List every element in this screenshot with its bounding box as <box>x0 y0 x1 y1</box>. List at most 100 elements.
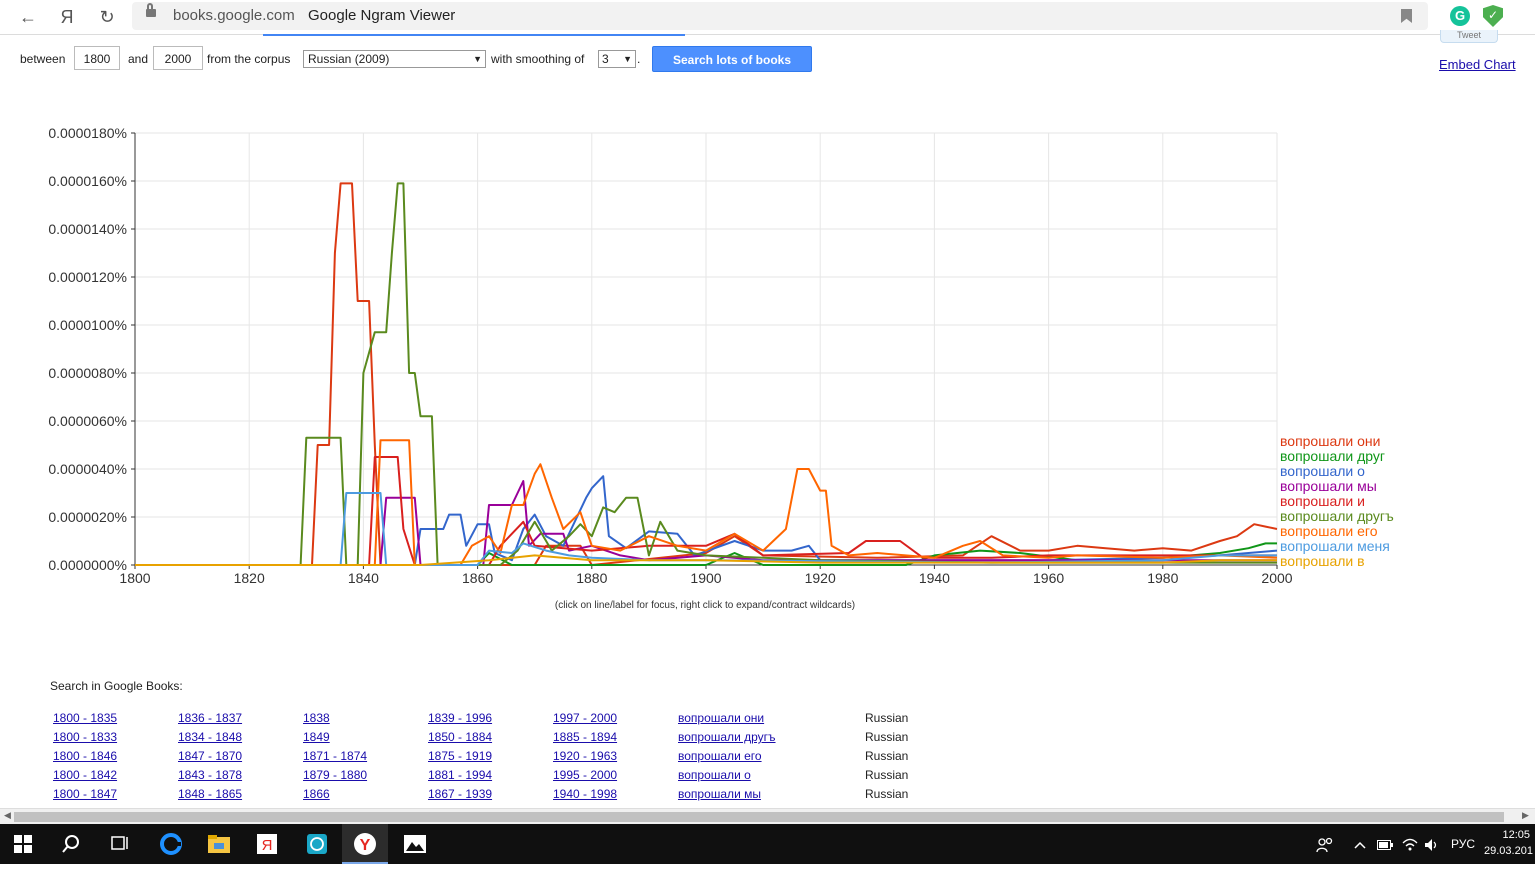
x-tick-label: 1960 <box>1033 570 1064 586</box>
ngram-book-link[interactable]: вопрошали мы <box>678 787 761 801</box>
search-books-button[interactable]: Search lots of books <box>652 46 812 72</box>
year-range-link[interactable]: 1800 - 1835 <box>53 711 118 725</box>
year-range-link[interactable]: 1850 - 1884 <box>428 730 493 744</box>
year-range-link[interactable]: 1867 - 1939 <box>428 787 493 801</box>
year-range-link[interactable]: 1920 - 1963 <box>553 749 618 763</box>
ngram-chart[interactable]: 1800 1820 1840 1860 1880 1900 1920 1940 1960 1980… <box>0 110 1420 600</box>
year-range-link[interactable]: 1834 - 1848 <box>178 730 243 744</box>
period-label: . <box>637 52 641 66</box>
year-range-link[interactable]: 1940 - 1998 <box>553 787 618 801</box>
search-books-row: 1800 - 1835 1836 - 1837 1838 1839 - 1996 199… <box>53 711 953 730</box>
year-range-link[interactable]: 1843 - 1878 <box>178 768 243 782</box>
year-range-link[interactable]: 1881 - 1994 <box>428 768 493 782</box>
windows-start-icon[interactable] <box>0 824 46 864</box>
year-range-link[interactable]: 1800 - 1833 <box>53 730 118 744</box>
series-line[interactable] <box>135 480 1277 566</box>
whatsapp-icon[interactable] <box>294 824 340 864</box>
smoothing-label: with smoothing of <box>491 52 585 66</box>
x-tick-label: 1900 <box>690 570 721 586</box>
smoothing-value: 3 <box>602 52 609 66</box>
year-range-link[interactable]: 1995 - 2000 <box>553 768 618 782</box>
series-line[interactable] <box>135 439 1278 566</box>
photos-app-icon[interactable] <box>392 824 438 864</box>
series-label[interactable]: вопрошали о <box>1280 463 1365 479</box>
address-bar[interactable] <box>132 2 1428 30</box>
year-range-link[interactable]: 1836 - 1837 <box>178 711 243 725</box>
y-tick-label: 0.0000080% <box>48 365 127 381</box>
end-year-input[interactable]: 2000 <box>153 46 203 70</box>
search-icon[interactable] <box>48 824 94 864</box>
tweet-button[interactable]: Tweet <box>1440 30 1498 43</box>
task-view-icon[interactable] <box>96 824 142 864</box>
year-range-link[interactable]: 1800 - 1842 <box>53 768 118 782</box>
edge-browser-icon[interactable] <box>148 824 194 864</box>
search-books-row: 1800 - 1842 1843 - 1878 1879 - 1880 1881 - … <box>53 768 953 787</box>
and-label: and <box>128 52 149 66</box>
series-label[interactable]: вопрошали они <box>1280 433 1380 449</box>
shield-extension-icon[interactable]: ✓ <box>1483 5 1503 27</box>
start-year-input[interactable]: 1800 <box>74 46 120 70</box>
taskbar-clock[interactable]: 12:05 29.03.201 <box>1484 827 1533 859</box>
search-books-row: 1800 - 1846 1847 - 1870 1871 - 1874 1875 - … <box>53 749 953 768</box>
reload-button[interactable]: ↻ <box>99 7 115 27</box>
series-label[interactable]: вопрошали друг <box>1280 448 1385 464</box>
embed-chart-link[interactable]: Embed Chart <box>1439 57 1516 72</box>
grammarly-extension-icon[interactable]: G <box>1450 6 1470 26</box>
yandex-icon[interactable]: Я <box>60 7 74 27</box>
scroll-left-icon[interactable]: ◀ <box>4 810 11 820</box>
ngram-book-link[interactable]: вопрошали о <box>678 768 751 782</box>
clock-date: 29.03.201 <box>1484 845 1533 857</box>
ngram-book-link[interactable]: вопрошали они <box>678 711 765 725</box>
series-line[interactable] <box>135 182 1278 566</box>
year-range-link[interactable]: 1800 - 1847 <box>53 787 118 801</box>
between-label: between <box>20 52 66 66</box>
smoothing-select[interactable]: 3 ▼ <box>598 50 636 68</box>
series-label[interactable]: вопрошали его <box>1280 523 1378 539</box>
year-range-link[interactable]: 1849 <box>303 730 330 744</box>
svg-text:Y: Y <box>360 837 371 854</box>
ngram-book-link[interactable]: вопрошали другъ <box>678 730 776 744</box>
year-range-link[interactable]: 1838 <box>303 711 330 725</box>
scroll-right-icon[interactable]: ▶ <box>1522 810 1529 820</box>
series-label[interactable]: вопрошали и <box>1280 493 1365 509</box>
series-label[interactable]: вопрошали мы <box>1280 478 1377 494</box>
wifi-icon[interactable] <box>1402 824 1418 864</box>
query-input-underline <box>263 34 685 36</box>
bookmark-icon[interactable] <box>1401 9 1412 23</box>
y-tick-label: 0.0000100% <box>48 317 127 333</box>
ngram-book-link[interactable]: вопрошали его <box>678 749 762 763</box>
year-range-link[interactable]: 1847 - 1870 <box>178 749 243 763</box>
series-label[interactable]: вопрошали другъ <box>1280 508 1394 524</box>
x-tick-label: 1980 <box>1147 570 1178 586</box>
x-tick-label: 1860 <box>462 570 493 586</box>
year-range-link[interactable]: 1848 - 1865 <box>178 787 243 801</box>
yandex-browser-icon[interactable]: Y <box>342 824 388 864</box>
year-range-link[interactable]: 1875 - 1919 <box>428 749 493 763</box>
input-language[interactable]: РУС <box>1451 837 1476 851</box>
series-line[interactable] <box>135 554 1277 566</box>
year-range-link[interactable]: 1866 <box>303 787 330 801</box>
corpus-select[interactable]: Russian (2009) ▼ <box>303 50 486 68</box>
file-explorer-icon[interactable] <box>196 824 242 864</box>
series-label[interactable]: вопрошали меня <box>1280 538 1390 554</box>
series-line[interactable] <box>135 456 1277 566</box>
year-range-link[interactable]: 1871 - 1874 <box>303 749 368 763</box>
corpus-value: Russian (2009) <box>308 52 390 66</box>
year-range-link[interactable]: 1800 - 1846 <box>53 749 118 763</box>
year-range-link[interactable]: 1997 - 2000 <box>553 711 618 725</box>
tray-chevron-up-icon[interactable] <box>1354 824 1366 864</box>
volume-icon[interactable] <box>1424 824 1440 864</box>
year-range-link[interactable]: 1879 - 1880 <box>303 768 368 782</box>
yandex-app-icon[interactable]: Я <box>244 824 290 864</box>
y-tick-label: 0.0000120% <box>48 269 127 285</box>
year-range-link[interactable]: 1885 - 1894 <box>553 730 618 744</box>
battery-icon[interactable] <box>1377 824 1393 864</box>
people-icon[interactable] <box>1316 824 1334 864</box>
back-button[interactable]: ← <box>19 7 37 27</box>
horizontal-scrollbar[interactable]: ◀ ▶ <box>0 808 1535 825</box>
y-tick-label: 0.0000020% <box>48 509 127 525</box>
year-range-link[interactable]: 1839 - 1996 <box>428 711 493 725</box>
scrollbar-thumb[interactable] <box>14 812 1504 822</box>
series-label[interactable]: вопрошали в <box>1280 553 1365 569</box>
address-domain[interactable]: books.google.com <box>173 7 295 24</box>
